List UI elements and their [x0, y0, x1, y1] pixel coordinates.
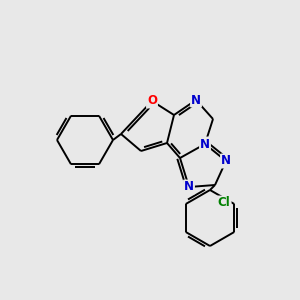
Text: N: N	[191, 94, 201, 106]
Text: O: O	[147, 94, 157, 107]
Text: Cl: Cl	[218, 196, 231, 209]
Text: N: N	[184, 181, 194, 194]
Text: N: N	[221, 154, 231, 167]
Text: N: N	[200, 137, 210, 151]
